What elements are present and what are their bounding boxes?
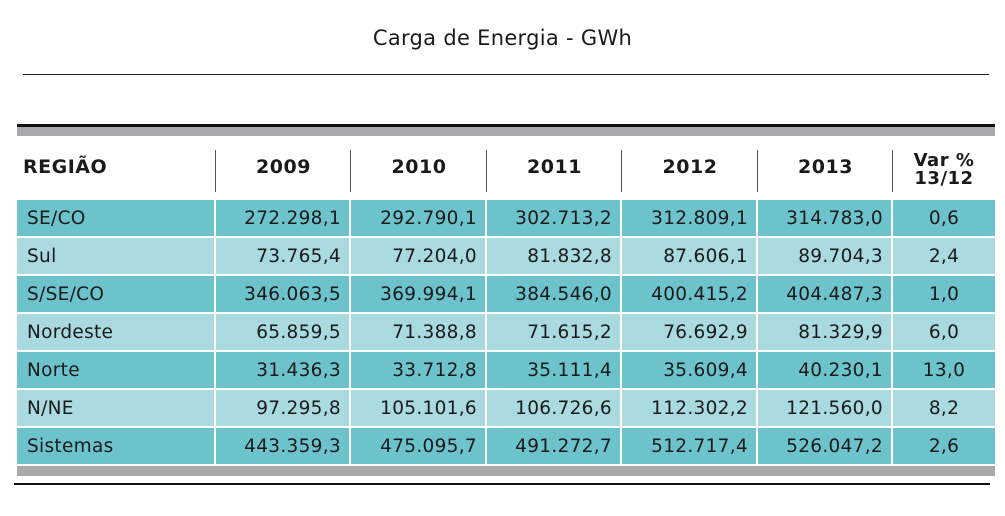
- cell-var: 6,0: [928, 321, 960, 343]
- cell-2009: 346.063,5: [216, 276, 351, 312]
- table-row: S/SE/CO 346.063,5 369.994,1 384.546,0 400.41…: [17, 276, 995, 312]
- cell-region: Sul: [17, 238, 216, 274]
- cell-2011: 302.713,2: [487, 200, 622, 236]
- cell-2012: 312.809,1: [622, 200, 758, 236]
- cell-2013: 314.783,0: [758, 200, 893, 236]
- cell-var: 1,0: [928, 283, 960, 305]
- header-2013-label: 2013: [798, 156, 853, 178]
- cell-2009: 272.298,1: [216, 200, 351, 236]
- header-separator: [486, 150, 487, 192]
- cell-2009: 65.859,5: [216, 314, 351, 350]
- cell-region: Nordeste: [17, 314, 216, 350]
- title-divider: [23, 74, 989, 75]
- cell-region: SE/CO: [17, 200, 216, 236]
- table-header-row: REGIÃO 2009 2010 2011 2012 2013 Var % 13…: [17, 136, 995, 198]
- cell-2010: 77.204,0: [351, 238, 487, 274]
- header-separator: [215, 150, 216, 192]
- header-2009-label: 2009: [256, 156, 311, 178]
- header-2011: 2011: [487, 136, 622, 198]
- page-title: Carga de Energia - GWh: [372, 26, 633, 50]
- header-var: Var % 13/12: [893, 136, 995, 198]
- cell-2012: 35.609,4: [622, 352, 758, 388]
- header-var-line2: 13/12: [914, 168, 974, 189]
- cell-2011: 491.272,7: [487, 428, 622, 464]
- table-row: SE/CO 272.298,1 292.790,1 302.713,2 312.809,…: [17, 200, 995, 236]
- header-region-label: REGIÃO: [23, 156, 108, 178]
- cell-2009: 97.295,8: [216, 390, 351, 426]
- cell-2013: 40.230,1: [758, 352, 893, 388]
- cell-region: S/SE/CO: [17, 276, 216, 312]
- table-top-rule: [17, 124, 995, 127]
- cell-2013: 526.047,2: [758, 428, 893, 464]
- header-2012: 2012: [622, 136, 758, 198]
- table-row: Norte 31.436,3 33.712,8 35.111,4 35.609,4 40.…: [17, 352, 995, 388]
- cell-2013: 121.560,0: [758, 390, 893, 426]
- cell-2009: 443.359,3: [216, 428, 351, 464]
- table-row: Sistemas 443.359,3 475.095,7 491.272,7 512.7…: [17, 428, 995, 464]
- table-body: SE/CO 272.298,1 292.790,1 302.713,2 312.809,…: [17, 200, 995, 464]
- cell-var: 13,0: [922, 359, 966, 381]
- cell-2012: 112.302,2: [622, 390, 758, 426]
- cell-region: N/NE: [17, 390, 216, 426]
- cell-2012: 512.717,4: [622, 428, 758, 464]
- header-separator: [350, 150, 351, 192]
- header-var-line1: Var %: [913, 150, 975, 171]
- cell-2011: 35.111,4: [487, 352, 622, 388]
- cell-2010: 292.790,1: [351, 200, 487, 236]
- header-region: REGIÃO: [17, 136, 216, 198]
- table-row: N/NE 97.295,8 105.101,6 106.726,6 112.302,2 1…: [17, 390, 995, 426]
- table-bottom-band: [17, 466, 995, 476]
- cell-2010: 33.712,8: [351, 352, 487, 388]
- cell-2011: 81.832,8: [487, 238, 622, 274]
- header-separator: [757, 150, 758, 192]
- header-2009: 2009: [216, 136, 351, 198]
- header-separator: [892, 150, 893, 192]
- header-2010-label: 2010: [391, 156, 447, 178]
- header-2011-label: 2011: [527, 156, 582, 178]
- table-row: Nordeste 65.859,5 71.388,8 71.615,2 76.692,9…: [17, 314, 995, 350]
- cell-2010: 71.388,8: [351, 314, 487, 350]
- cell-2011: 384.546,0: [487, 276, 622, 312]
- table-top-band: [17, 127, 995, 136]
- cell-2011: 71.615,2: [487, 314, 622, 350]
- header-2013: 2013: [758, 136, 893, 198]
- cell-2010: 369.994,1: [351, 276, 487, 312]
- bottom-divider: [14, 483, 990, 485]
- cell-2012: 87.606,1: [622, 238, 758, 274]
- header-2012-label: 2012: [662, 156, 718, 178]
- cell-2010: 105.101,6: [351, 390, 487, 426]
- header-2010: 2010: [351, 136, 487, 198]
- cell-region: Norte: [17, 352, 216, 388]
- cell-2013: 81.329,9: [758, 314, 893, 350]
- cell-2013: 89.704,3: [758, 238, 893, 274]
- cell-var: 2,6: [928, 435, 960, 457]
- energy-load-table: REGIÃO 2009 2010 2011 2012 2013 Var % 13…: [17, 124, 995, 476]
- cell-2010: 475.095,7: [351, 428, 487, 464]
- header-separator: [621, 150, 622, 192]
- cell-2013: 404.487,3: [758, 276, 893, 312]
- cell-var: 2,4: [928, 245, 960, 267]
- cell-region: Sistemas: [17, 428, 216, 464]
- cell-var: 8,2: [928, 397, 960, 419]
- cell-2009: 73.765,4: [216, 238, 351, 274]
- cell-2009: 31.436,3: [216, 352, 351, 388]
- cell-2012: 400.415,2: [622, 276, 758, 312]
- table-row: Sul 73.765,4 77.204,0 81.832,8 87.606,1 89.70…: [17, 238, 995, 274]
- cell-var: 0,6: [928, 207, 960, 229]
- cell-2012: 76.692,9: [622, 314, 758, 350]
- cell-2011: 106.726,6: [487, 390, 622, 426]
